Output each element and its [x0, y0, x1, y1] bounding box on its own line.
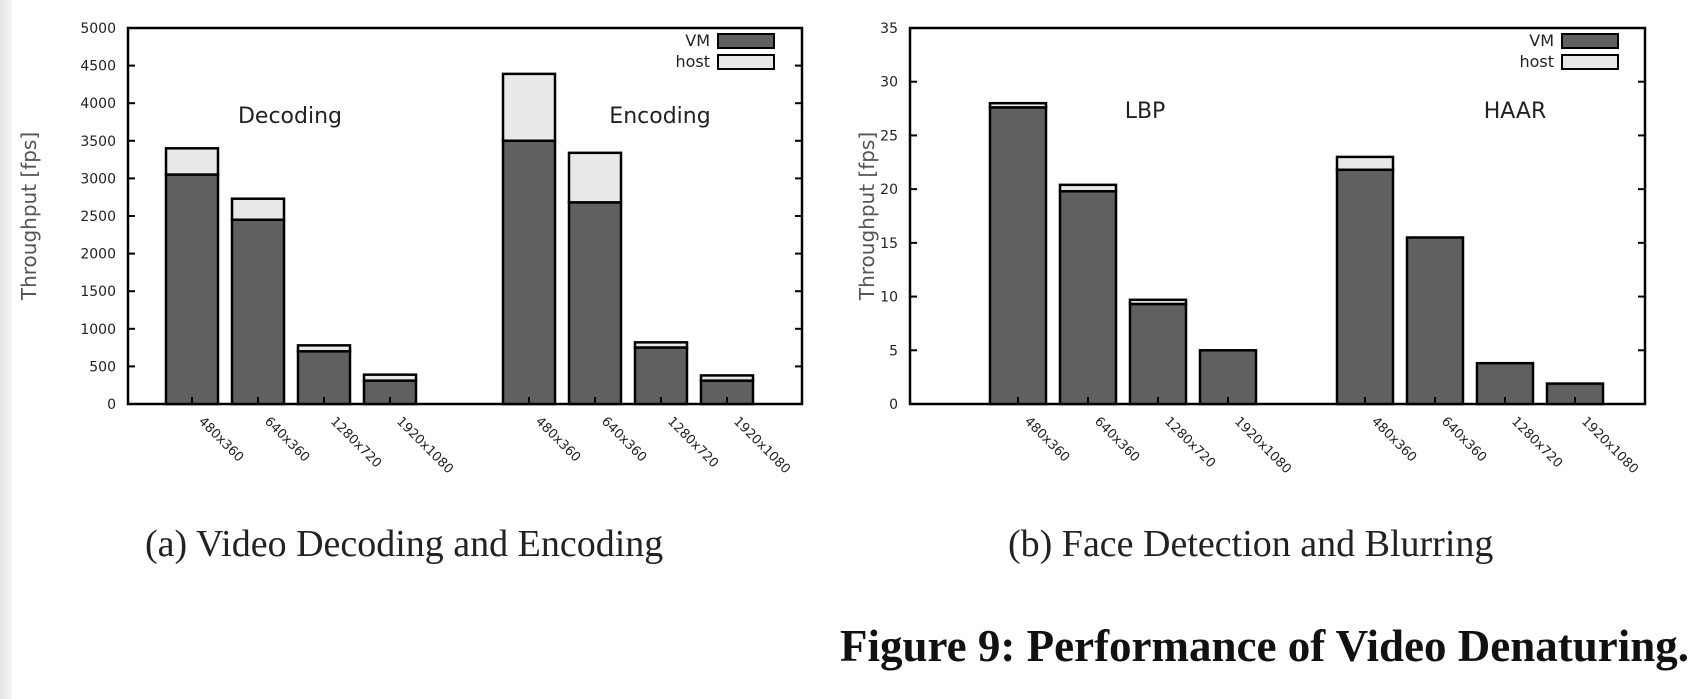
y-tick-label: 0 — [889, 397, 898, 413]
bar-vm — [988, 106, 1048, 406]
chart-video-decoding-encoding: 0 500 1000 1500 2000 2500 3000 3500 4000 4500 5000… — [17, 21, 804, 477]
bar-host — [1335, 155, 1395, 172]
y-tick-label: 15 — [880, 236, 898, 252]
x-tick-label: 1920x1080 — [1578, 414, 1641, 477]
bar-vm — [567, 201, 623, 406]
x-tick-label: 480x360 — [1368, 414, 1419, 465]
y-tick-label: 25 — [880, 128, 898, 144]
bar-vm — [164, 173, 220, 406]
y-tick-label: 10 — [880, 290, 898, 306]
y-axis-label: Throughput [fps] — [855, 132, 879, 301]
x-tick-label: 1280x720 — [664, 414, 721, 471]
y-axis-label: Throughput [fps] — [17, 132, 41, 301]
subfigure-caption-b: (b) Face Detection and Blurring — [1008, 523, 1494, 565]
legend-label-vm: VM — [685, 31, 710, 50]
y-tick-label: 1000 — [80, 322, 116, 338]
bar-vm — [1058, 190, 1118, 406]
bar-vm — [230, 218, 286, 406]
bar-vm — [296, 350, 352, 406]
y-tick-label: 3000 — [80, 171, 116, 187]
x-tick-label: 640x360 — [598, 414, 649, 465]
bar-host — [230, 197, 286, 222]
bar-vm — [1405, 236, 1465, 406]
bar-vm — [501, 139, 557, 406]
y-tick-label: 5000 — [80, 21, 116, 37]
y-tick-label: 2000 — [80, 247, 116, 263]
x-tick-label: 480x360 — [195, 414, 246, 465]
x-tick-label: 640x360 — [1091, 414, 1142, 465]
y-tick-label: 0 — [107, 397, 116, 413]
y-tick-label: 5 — [889, 343, 898, 359]
legend-label-vm: VM — [1529, 31, 1554, 50]
group-label: Decoding — [238, 104, 342, 129]
group-label: LBP — [1125, 99, 1166, 124]
y-tick-label: 1500 — [80, 284, 116, 300]
x-tick-label: 1920x1080 — [393, 414, 456, 477]
y-tick-label: 30 — [880, 75, 898, 91]
y-tick-label: 35 — [880, 21, 898, 37]
x-tick-label: 1920x1080 — [730, 414, 793, 477]
group-label: HAAR — [1484, 99, 1547, 124]
legend-swatch-host — [1561, 54, 1619, 70]
plot-frame — [908, 26, 1647, 406]
page-edge-strip — [0, 0, 12, 699]
y-tick-label: 4500 — [80, 59, 116, 75]
x-tick-label: 480x360 — [1021, 414, 1072, 465]
legend-swatch-vm — [717, 33, 775, 49]
legend-swatch-vm — [1561, 33, 1619, 49]
x-tick-label: 480x360 — [532, 414, 583, 465]
legend-label-host: host — [1519, 52, 1554, 71]
bar-vm — [633, 346, 689, 406]
y-tick-label: 4000 — [80, 96, 116, 112]
bar-vm — [1198, 349, 1258, 406]
bar-host — [501, 72, 557, 143]
plot-frame — [126, 26, 804, 406]
legend-label-host: host — [675, 52, 710, 71]
y-tick-label: 500 — [89, 359, 116, 375]
bar-host — [164, 147, 220, 176]
x-tick-label: 1920x1080 — [1231, 414, 1294, 477]
legend-swatch-host — [717, 54, 775, 70]
x-tick-label: 1280x720 — [327, 414, 384, 471]
bar-vm — [1335, 168, 1395, 406]
bar-vm — [1128, 302, 1188, 406]
subfigure-caption-a: (a) Video Decoding and Encoding — [145, 523, 664, 565]
y-tick-label: 20 — [880, 182, 898, 198]
x-tick-label: 640x360 — [261, 414, 312, 465]
x-tick-label: 640x360 — [1438, 414, 1489, 465]
chart-face-detection-blurring: 0 5 10 15 20 25 30 35 Throughput [fps] 480x360 640… — [855, 21, 1647, 477]
y-tick-label: 3500 — [80, 134, 116, 150]
group-label: Encoding — [609, 104, 710, 129]
x-tick-label: 1280x720 — [1161, 414, 1218, 471]
figure-caption: Figure 9: Performance of Video Denaturin… — [840, 621, 1690, 671]
y-tick-label: 2500 — [80, 209, 116, 225]
bar-host — [567, 151, 623, 204]
x-tick-label: 1280x720 — [1508, 414, 1565, 471]
